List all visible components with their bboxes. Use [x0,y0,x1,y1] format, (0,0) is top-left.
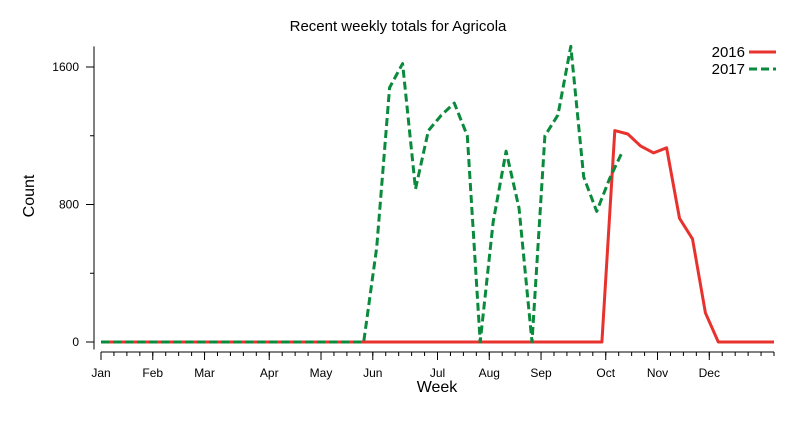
y-axis-label: Count [21,174,38,217]
x-tick-label: May [310,366,333,380]
x-tick-label: Jun [363,366,382,380]
x-tick-label: Mar [194,366,215,380]
axes: 0 800 1600 Jan Feb Mar Apr May Jun Jul Aug Sep Oct No… [52,46,775,380]
chart-title: Recent weekly totals for Agricola [290,18,507,35]
plot-area [101,44,774,344]
x-tick-label: Feb [142,366,163,380]
x-tick-label: Jan [91,366,110,380]
legend-label: 2017 [712,61,745,78]
x-tick-label: Apr [260,366,279,380]
x-tick-label: Aug [479,366,500,380]
series-line-2016 [101,129,774,344]
y-tick-label: 1600 [52,60,79,74]
y-tick-label: 800 [59,198,79,212]
x-tick-label: Oct [596,366,615,380]
x-axis-label: Week [417,379,459,396]
legend-label: 2016 [712,44,745,61]
series-line-2017 [101,44,624,344]
x-tick-label: Sep [530,366,552,380]
x-tick-label: Dec [699,366,720,380]
y-tick-label: 0 [72,335,79,349]
x-tick-label: Nov [647,366,668,380]
x-tick-label: Jul [430,366,445,380]
